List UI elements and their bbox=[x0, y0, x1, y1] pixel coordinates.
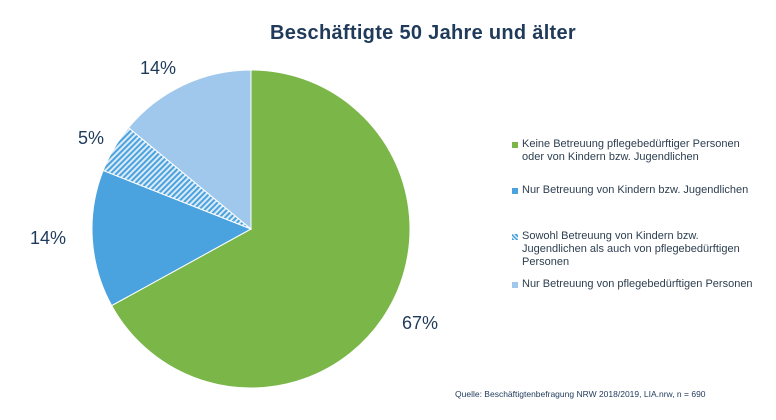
chart-title: Beschäftigte 50 Jahre und älter bbox=[269, 22, 577, 44]
slice-label-keine-betreuung: 67% bbox=[402, 313, 438, 333]
legend-line: Jugendlichen als auch von pflegebedürfti… bbox=[522, 243, 740, 255]
legend-line: Nur Betreuung von Kindern bzw. Jugendlic… bbox=[522, 184, 749, 196]
slice-label-nur-kinder: 14% bbox=[30, 228, 66, 248]
legend-line: Sowohl Betreuung von Kindern bzw. bbox=[522, 230, 699, 242]
legend-line: Personen bbox=[522, 256, 570, 268]
legend-marker-keine-betreuung bbox=[512, 142, 518, 148]
slice-label-nur-pflege: 14% bbox=[140, 58, 176, 78]
source-note: Quelle: Beschäftigtenbefragung NRW 2018/… bbox=[455, 389, 706, 399]
legend-item-nur-pflege: Nur Betreuung von pflegebedürftigen Pers… bbox=[512, 278, 770, 291]
legend-item-sowohl: Sowohl Betreuung von Kindern bzw. Jugend… bbox=[512, 230, 770, 269]
legend-item-nur-kinder: Nur Betreuung von Kindern bzw. Jugendlic… bbox=[512, 184, 770, 197]
legend-text: Nur Betreuung von pflegebedürftigen Pers… bbox=[512, 278, 770, 291]
slice-nur-kinder bbox=[91, 169, 253, 307]
legend-text: Sowohl Betreuung von Kindern bzw. Jugend… bbox=[512, 230, 770, 269]
legend-text: Keine Betreuung pflegebedürftiger Person… bbox=[512, 138, 770, 164]
slice-keine-betreuung bbox=[110, 69, 411, 389]
legend-text: Nur Betreuung von Kindern bzw. Jugendlic… bbox=[512, 184, 770, 197]
legend-line: Keine Betreuung pflegebedürftiger Person… bbox=[522, 138, 740, 150]
legend-line: oder von Kindern bzw. Jugendlichen bbox=[522, 151, 699, 163]
legend-marker-sowohl bbox=[512, 234, 518, 240]
legend-marker-nur-kinder bbox=[512, 188, 518, 194]
legend-line: Nur Betreuung von pflegebedürftigen Pers… bbox=[522, 278, 753, 290]
legend-marker-nur-pflege bbox=[512, 282, 518, 288]
slice-nur-pflege bbox=[127, 69, 252, 231]
slice-label-sowohl: 5% bbox=[78, 128, 104, 148]
legend-item-keine-betreuung: Keine Betreuung pflegebedürftiger Person… bbox=[512, 138, 770, 164]
